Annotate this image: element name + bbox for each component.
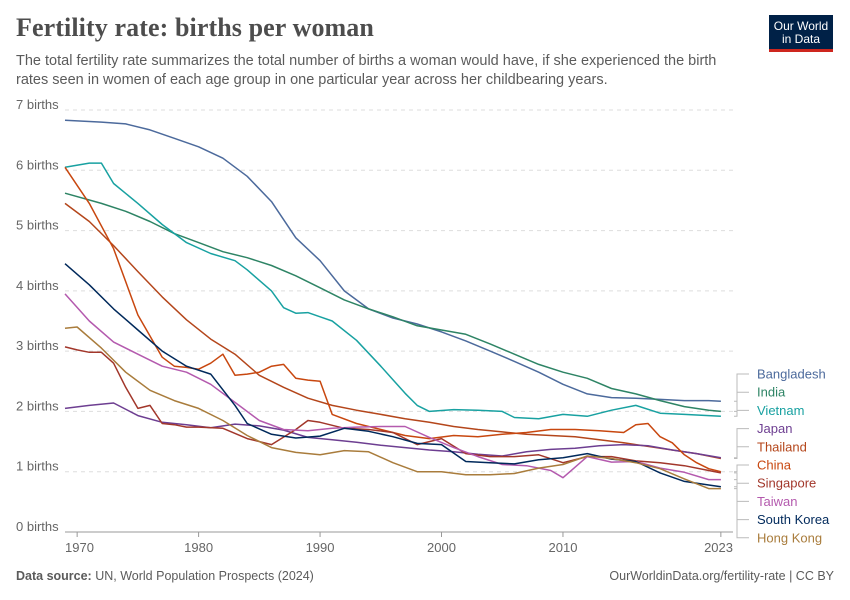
legend-label-singapore[interactable]: Singapore — [757, 476, 816, 491]
logo-line-2: in Data — [781, 32, 821, 46]
legend-label-india[interactable]: India — [757, 385, 786, 400]
logo-line-1: Our World — [773, 19, 829, 33]
source-label: Data source: — [16, 569, 92, 583]
legend-label-hong-kong[interactable]: Hong Kong — [757, 530, 822, 545]
data-source: Data source: UN, World Population Prospe… — [16, 569, 314, 583]
y-tick-label: 6 births — [16, 157, 59, 172]
x-tick-label: 2000 — [427, 540, 456, 555]
legend-connector — [734, 446, 749, 459]
legend-label-south-korea[interactable]: South Korea — [757, 512, 830, 527]
y-tick-label: 3 births — [16, 338, 59, 353]
chart-title: Fertility rate: births per woman — [16, 13, 374, 42]
chart-subtitle: The total fertility rate summarizes the … — [16, 53, 717, 88]
legend-connector — [734, 409, 749, 417]
legend-connector — [734, 486, 749, 521]
x-axis: 1970 1980 1990 2000 2010 2023 — [65, 531, 733, 555]
legend-connector — [734, 488, 749, 539]
legend-connector — [734, 373, 749, 402]
x-tick-label: 1970 — [65, 540, 94, 555]
legend-label-vietnam[interactable]: Vietnam — [757, 403, 804, 418]
owid-logo[interactable]: Our World in Data — [769, 15, 833, 52]
legend-label-taiwan[interactable]: Taiwan — [757, 494, 797, 509]
legend-connector — [734, 464, 749, 473]
legend: Bangladesh India Vietnam Japan Thailand China… — [734, 367, 830, 545]
y-tick-label: 4 births — [16, 278, 59, 293]
y-tick-label: 5 births — [16, 218, 59, 233]
series-line-bangladesh[interactable] — [64, 119, 721, 402]
y-tick-label: 2 births — [16, 398, 59, 413]
series-line-thailand[interactable] — [64, 202, 722, 460]
legend-connector — [734, 428, 749, 459]
source-url-link[interactable]: OurWorldinData.org/fertility-rate | CC B… — [609, 569, 834, 583]
series-line-vietnam[interactable] — [64, 162, 721, 420]
y-tick-label: 7 births — [16, 97, 59, 112]
legend-label-china[interactable]: China — [757, 458, 792, 473]
series-line-hong-kong[interactable] — [64, 326, 721, 490]
legend-label-thailand[interactable]: Thailand — [757, 439, 807, 454]
legend-connector — [734, 391, 749, 412]
series-line-taiwan[interactable] — [64, 293, 721, 481]
x-tick-label: 2023 — [704, 540, 733, 555]
legend-connector — [734, 472, 749, 484]
x-tick-label: 2010 — [549, 540, 578, 555]
x-tick-label: 1980 — [184, 540, 213, 555]
source-text: UN, World Population Prospects (2024) — [95, 569, 314, 583]
legend-label-bangladesh[interactable]: Bangladesh — [757, 367, 826, 382]
y-axis: 0 births 1 births 2 births 3 births 4 births… — [16, 97, 59, 534]
y-tick-label: 0 births — [16, 519, 59, 534]
series-line-japan[interactable] — [64, 402, 722, 459]
series-line-india[interactable] — [64, 192, 721, 413]
legend-label-japan[interactable]: Japan — [757, 421, 792, 436]
y-tick-label: 1 births — [16, 459, 59, 474]
series-lines — [64, 119, 722, 490]
x-tick-label: 1990 — [306, 540, 335, 555]
